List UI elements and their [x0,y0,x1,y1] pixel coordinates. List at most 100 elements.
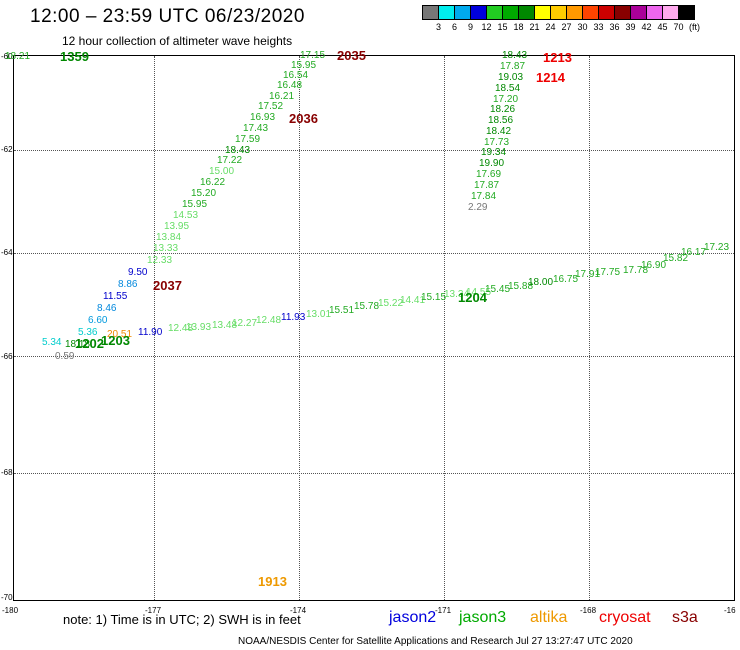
wave-height-reading: 13.34 [444,289,470,300]
satellite-legend-entry: s3a [672,609,698,626]
wave-height-reading: 12.33 [147,255,173,266]
wave-height-reading: 19.90 [479,158,505,169]
wave-height-reading: 16.75 [553,274,579,285]
legend-swatch [470,5,487,20]
wave-height-reading: 18.18 [65,339,91,350]
units-note: note: 1) Time is in UTC; 2) SWH is in fe… [63,612,301,627]
map-subtitle: 12 hour collection of altimeter wave hei… [62,34,293,48]
wave-height-reading: 18.21 [5,51,31,62]
credit-line: NOAA/NESDIS Center for Satellite Applica… [238,636,633,647]
wave-height-reading: 18.56 [488,115,514,126]
legend-swatch [662,5,679,20]
legend-label: 27 [561,22,572,32]
legend-swatch [630,5,647,20]
wave-height-reading: 18.42 [486,126,512,137]
wave-height-reading: 15.15 [421,292,447,303]
legend-swatch [518,5,535,20]
legend-label: 15 [497,22,508,32]
legend-swatch [582,5,599,20]
latitude-label: -68 [1,468,13,477]
wave-height-reading: 17.91 [575,269,601,280]
legend-label: 18 [513,22,524,32]
wave-height-reading: 16.93 [250,112,276,123]
wave-height-reading: 18.54 [495,83,521,94]
wave-height-reading: 15.95 [182,199,208,210]
legend-swatch [422,5,439,20]
wave-height-reading: 15.51 [329,305,355,316]
wave-height-reading: 13.33 [153,243,179,254]
wave-height-reading: 16.21 [269,91,295,102]
wave-height-reading: 12.48 [168,323,194,334]
wave-height-reading: 15.00 [209,166,235,177]
legend-label: 45 [657,22,668,32]
grid-line-vertical [444,56,445,600]
wave-height-reading: 16.22 [200,177,226,188]
legend-swatch [566,5,583,20]
color-legend [422,5,695,20]
grid-line-horizontal [14,356,734,357]
wave-height-reading: 18.43 [225,145,251,156]
pass-time-label: 1203 [101,333,130,348]
legend-label: 39 [625,22,636,32]
wave-height-reading: 20.51 [107,329,133,340]
wave-height-reading: 19.34 [481,147,507,158]
legend-labels: 3 6 9 12 15 18 21 24 27 30 33 36 39 42 45 70 (ft) [422,22,740,34]
wave-height-reading: 16.90 [641,260,667,271]
pass-time-label: 1913 [258,574,287,589]
wave-height-reading: 11.93 [281,312,306,323]
pass-time-label: 1359 [60,49,89,64]
latitude-label: -70 [1,593,13,602]
wave-height-reading: 19.03 [498,72,524,83]
map-plot-area [13,55,735,601]
wave-height-reading: 18.43 [502,50,528,61]
wave-height-reading: 17.23 [704,242,730,253]
legend-label: 24 [545,22,556,32]
legend-label: 70 [673,22,684,32]
wave-height-reading: 13.93 [186,322,212,333]
pass-time-label: 1213 [543,50,572,65]
legend-swatch [502,5,519,20]
wave-height-reading: 14.55 [466,287,492,298]
wave-height-reading: 18.26 [490,104,516,115]
legend-label: 36 [609,22,620,32]
wave-height-reading: 12.48 [256,315,282,326]
wave-height-reading: 15.78 [354,301,380,312]
legend-label: 30 [577,22,588,32]
wave-height-reading: 17.15 [300,50,326,61]
longitude-label: -174 [290,606,307,615]
pass-time-label: 2037 [153,278,182,293]
latitude-label: -66 [1,352,13,361]
pass-time-label: 1202 [75,336,104,351]
wave-height-reading: 11.90 [138,327,163,338]
satellite-legend-entry: jason3 [459,609,507,626]
wave-height-reading: 17.43 [243,123,269,134]
wave-height-reading: 13.48 [212,320,238,331]
legend-swatch [486,5,503,20]
wave-height-reading: 15.88 [508,281,534,292]
wave-height-reading: 8.46 [97,303,117,314]
grid-line-vertical [589,56,590,600]
legend-swatch [454,5,471,20]
legend-swatch [614,5,631,20]
legend-label: (ft) [689,22,700,32]
wave-height-reading: 17.84 [471,191,497,202]
wave-height-reading: 16.48 [277,80,303,91]
wave-height-reading: 18.00 [528,277,554,288]
wave-height-reading: 17.59 [235,134,261,145]
wave-height-reading: 16.17 [681,247,707,258]
wave-height-reading: 17.52 [258,101,284,112]
wave-height-reading: 14.53 [173,210,199,221]
satellite-legend-entry: jason2 [389,609,437,626]
legend-swatch [678,5,695,20]
longitude-label: -177 [145,606,162,615]
legend-label: 42 [641,22,652,32]
pass-time-label: 1214 [536,70,565,85]
wave-height-reading: 17.20 [493,94,519,105]
legend-label: 21 [529,22,540,32]
wave-height-reading: 11.55 [103,291,128,302]
grid-line-horizontal [14,473,734,474]
wave-height-reading: 8.86 [118,279,138,290]
legend-label: 33 [593,22,604,32]
wave-height-reading: 17.75 [595,267,621,278]
longitude-label: -171 [435,606,452,615]
